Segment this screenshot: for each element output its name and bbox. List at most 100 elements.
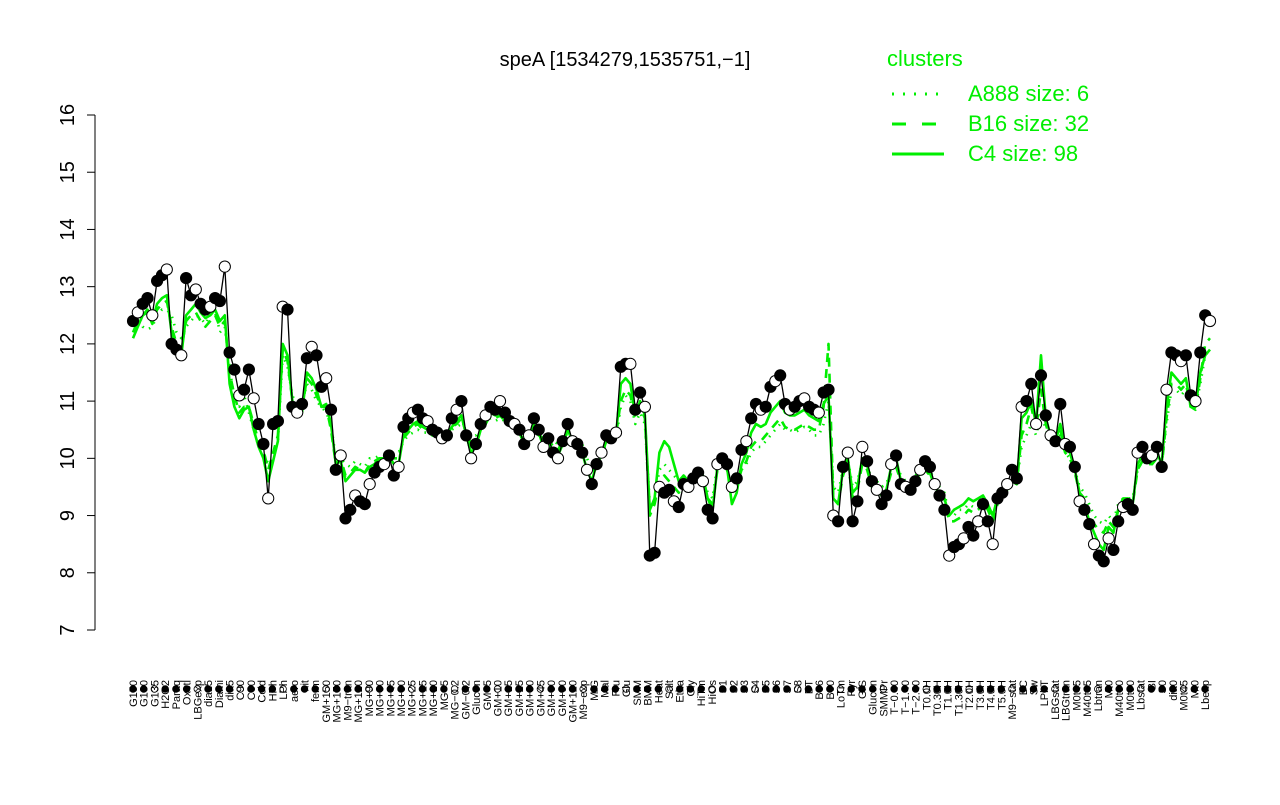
y-tick-label: 16	[57, 104, 79, 126]
x-tick-label: HiOs	[707, 680, 719, 705]
data-point	[1203, 314, 1217, 328]
data-point	[1160, 383, 1173, 396]
x-tick-label: Mal	[600, 680, 612, 698]
x-tick-label: BC	[1018, 680, 1030, 695]
x-tick-label: T4.0H	[986, 680, 998, 710]
condition-marker	[322, 685, 330, 693]
data-point	[551, 452, 565, 465]
data-point	[856, 440, 869, 453]
x-tick-label: S8	[793, 680, 805, 693]
condition-marker	[257, 685, 266, 693]
condition-marker	[826, 685, 834, 693]
data-point	[527, 412, 541, 425]
x-tick-label: Paraq	[171, 680, 183, 709]
x-tick-label: Lbstat	[1136, 680, 1148, 710]
condition-marker	[1126, 685, 1134, 693]
condition-marker	[493, 685, 502, 693]
x-tick-label: Lbtran	[1093, 680, 1105, 711]
x-tick-label: B60	[825, 680, 837, 700]
condition-marker	[343, 685, 352, 693]
x-tick-label: C90	[235, 680, 247, 700]
data-point	[257, 437, 270, 451]
data-point	[624, 357, 637, 370]
data-point	[1001, 478, 1014, 491]
legend: clusters A888 size: 6 B16 size: 32 C4 size…	[887, 46, 1089, 166]
x-tick-label: dia5	[225, 680, 237, 701]
x-tick-label: GM+5	[482, 680, 494, 710]
condition-marker	[1147, 685, 1156, 693]
x-tick-label: HPh	[267, 680, 279, 701]
x-tick-label: Fru	[610, 680, 622, 697]
x-tick-label: M40t90	[1114, 680, 1126, 717]
x-tick-label: MG+30	[396, 680, 408, 716]
condition-marker	[890, 685, 898, 693]
x-tick-label: T−2.40	[911, 680, 923, 715]
x-tick-label: T0.0H	[921, 680, 933, 710]
x-tick-label: S4	[750, 680, 762, 693]
data-point	[334, 449, 347, 462]
condition-marker	[686, 685, 695, 693]
data-point	[271, 415, 284, 428]
legend-label: B16 size: 32	[968, 111, 1089, 136]
condition-marker	[697, 685, 705, 693]
data-point	[595, 446, 608, 459]
condition-marker	[129, 685, 137, 693]
data-point	[295, 397, 309, 411]
data-point	[774, 369, 787, 382]
x-tick-label: T−0.40	[889, 680, 901, 715]
x-tick-label: M0t45	[1071, 680, 1083, 711]
condition-marker	[954, 685, 963, 693]
condition-marker	[1008, 685, 1016, 693]
data-point	[986, 538, 999, 551]
condition-marker	[408, 685, 416, 693]
data-point	[759, 400, 772, 413]
data-point	[513, 423, 526, 436]
condition-marker	[365, 685, 373, 693]
data-point	[1107, 543, 1120, 557]
data-point	[648, 546, 661, 559]
y-tick-label: 14	[57, 218, 79, 240]
condition-marker	[901, 685, 909, 693]
chart-title: speA [1534279,1535751,−1]	[500, 49, 751, 71]
x-tick-label: T2.0H	[964, 680, 976, 710]
condition-marker	[547, 685, 555, 693]
x-axis: G150G180G135H2O2ParaqOxctlLBGexpdia15Dia…	[128, 679, 1212, 722]
data-point	[638, 400, 652, 413]
x-tick-label: M40t45	[1082, 680, 1094, 717]
condition-marker	[225, 685, 234, 693]
x-tick-label: ferm	[310, 680, 322, 702]
condition-marker	[1115, 685, 1123, 693]
data-point	[160, 263, 173, 276]
data-point	[909, 475, 922, 488]
condition-marker	[1094, 685, 1102, 693]
data-point	[1063, 440, 1077, 453]
x-tick-label: GM+90	[557, 680, 569, 716]
data-point	[344, 503, 357, 516]
data-point	[363, 478, 376, 491]
data-point	[238, 383, 251, 396]
data-point	[981, 515, 994, 528]
x-tick-label: BT	[803, 680, 815, 694]
condition-marker	[590, 685, 598, 693]
x-tick-label: MG+15	[417, 680, 429, 716]
x-tick-label: M9−tran	[342, 680, 354, 721]
condition-marker	[740, 685, 748, 693]
x-tick-label: G/S	[857, 680, 869, 699]
data-point	[745, 412, 758, 425]
data-point	[1034, 369, 1048, 382]
data-point	[324, 403, 338, 416]
condition-marker	[869, 685, 877, 693]
x-tick-label: G135	[149, 680, 161, 707]
x-tick-label: GM+120	[568, 680, 580, 723]
condition-marker	[847, 685, 855, 693]
x-tick-label: LBGtran	[1061, 680, 1073, 721]
condition-marker	[1051, 685, 1059, 693]
data-point	[576, 446, 589, 459]
x-tick-label: S5	[761, 680, 773, 693]
condition-marker	[1169, 685, 1177, 693]
data-point	[696, 475, 710, 488]
condition-marker	[986, 685, 995, 693]
condition-marker	[1201, 685, 1209, 693]
data-point	[465, 452, 478, 465]
